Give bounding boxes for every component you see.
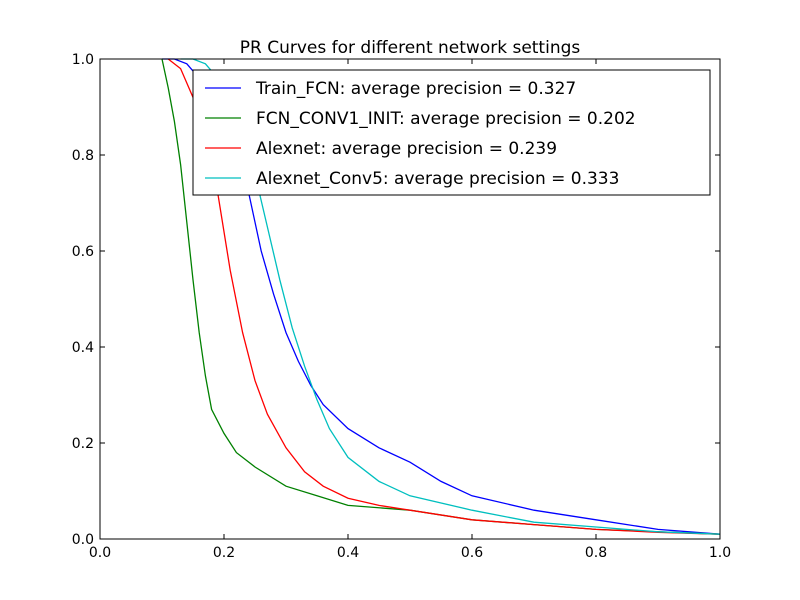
axis-ticks: 0.0 0.2 0.4 0.6 0.8 1.0 0.0 0.2 0.4 0.6 0.8 1.0	[72, 52, 731, 561]
y-tick-label: 0.8	[72, 148, 94, 164]
x-tick-label: 1.0	[709, 545, 731, 561]
y-tick-label: 0.6	[72, 244, 94, 260]
legend-label-1: FCN_CONV1_INIT: average precision = 0.20…	[256, 109, 636, 129]
legend-label-0: Train_FCN: average precision = 0.327	[255, 79, 576, 99]
x-tick-label: 0.0	[89, 545, 111, 561]
plot-frame	[99, 58, 721, 540]
y-tick-label: 0.0	[72, 532, 94, 548]
chart-title: PR Curves for different network settings	[240, 38, 581, 58]
y-tick-label: 1.0	[72, 52, 94, 68]
legend-label-3: Alexnet_Conv5: average precision = 0.333	[256, 169, 619, 189]
y-tick-label: 0.2	[72, 436, 94, 452]
legend-box	[192, 69, 711, 196]
legend-label-2: Alexnet: average precision = 0.239	[256, 139, 557, 159]
x-tick-label: 0.4	[337, 545, 359, 561]
x-tick-label: 0.8	[585, 545, 607, 561]
x-tick-label: 0.2	[213, 545, 235, 561]
legend: Train_FCN: average precision = 0.327 FCN_…	[192, 69, 711, 196]
y-tick-label: 0.4	[72, 340, 94, 356]
x-tick-label: 0.6	[461, 545, 483, 561]
